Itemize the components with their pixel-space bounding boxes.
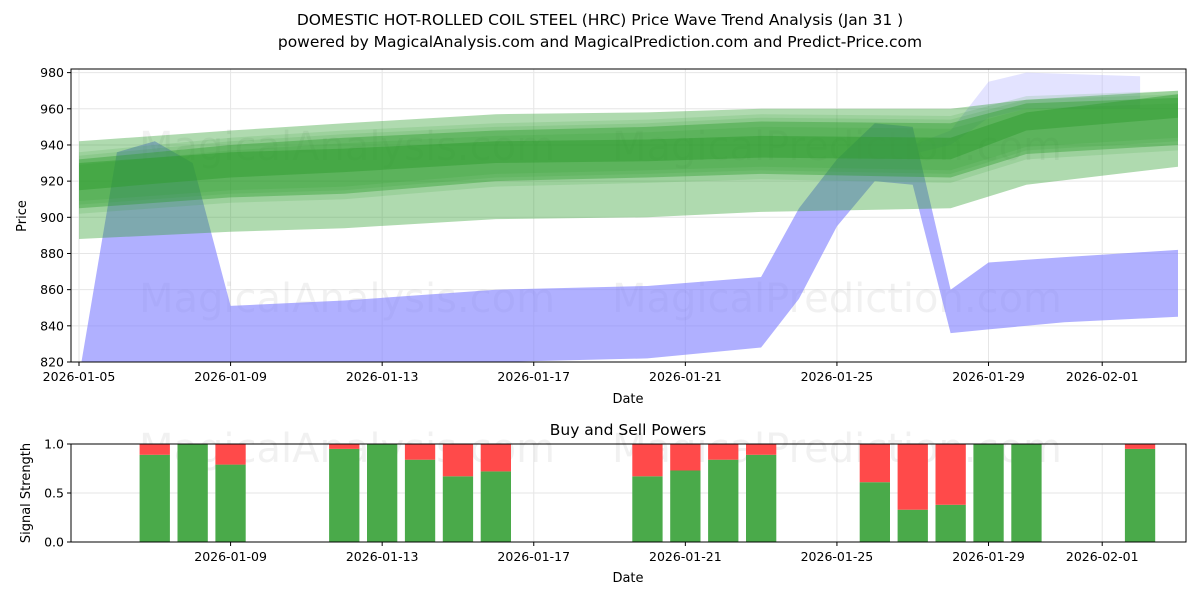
- sell-bar: [442, 444, 474, 477]
- signal-y-label: Signal Strength: [19, 443, 34, 543]
- y-tick-label: 940: [40, 137, 64, 152]
- sell-bar: [746, 444, 777, 455]
- sell-bar: [215, 444, 246, 465]
- buy-bar: [632, 476, 663, 542]
- trend-band-outer: [79, 90, 1178, 239]
- x-tick-label: 2026-01-17: [497, 549, 570, 564]
- buy-bar: [935, 504, 966, 542]
- watermark-analysis: MagicalAnalysis.com: [139, 124, 555, 170]
- x-tick-label: 2026-02-01: [1066, 549, 1139, 564]
- price-y-axis: 820 840 860 880 900 920 940 960 980: [40, 65, 71, 370]
- x-tick-label: 2026-01-13: [346, 369, 419, 384]
- buy-bar: [442, 476, 474, 542]
- x-tick-label: 2026-01-13: [346, 549, 419, 564]
- sell-bar: [632, 444, 663, 477]
- x-tick-label: 2026-01-09: [194, 369, 267, 384]
- trend-band-inner: [79, 94, 1178, 191]
- x-tick-label: 2026-01-29: [952, 369, 1025, 384]
- x-tick-label: 2026-02-01: [1066, 369, 1139, 384]
- sell-bar: [329, 444, 360, 449]
- sell-bar: [897, 444, 928, 510]
- signal-y-axis: 0.0 0.5 1.0: [44, 437, 71, 550]
- trend-band-middle: [79, 97, 1178, 209]
- sell-bar: [1124, 444, 1156, 449]
- chart-title: DOMESTIC HOT-ROLLED COIL STEEL (HRC) Pri…: [297, 11, 903, 29]
- y-tick-label: 880: [40, 246, 64, 261]
- y-tick-label: 0.0: [44, 535, 64, 550]
- y-tick-label: 900: [40, 210, 64, 225]
- buy-bar: [367, 444, 398, 542]
- y-tick-label: 840: [40, 318, 64, 333]
- buy-bar: [177, 444, 208, 542]
- buy-bar: [746, 454, 777, 542]
- sell-bar: [708, 444, 739, 460]
- price-series: [79, 72, 1178, 362]
- buy-bar: [215, 464, 246, 542]
- sell-bar: [859, 444, 890, 483]
- sell-bar: [935, 444, 966, 505]
- x-tick-label: 2026-01-25: [801, 369, 874, 384]
- price-y-label: Price: [15, 200, 30, 232]
- price-x-label: Date: [612, 392, 643, 407]
- y-tick-label: 1.0: [44, 437, 64, 452]
- x-tick-label: 2026-01-25: [801, 549, 874, 564]
- y-tick-label: 920: [40, 174, 64, 189]
- buy-bar: [329, 448, 360, 542]
- signal-bars: [139, 444, 1156, 542]
- sell-bar: [480, 444, 511, 472]
- price-axes-frame: [70, 68, 1187, 363]
- sell-bar: [139, 444, 170, 455]
- signal-title: Buy and Sell Powers: [550, 421, 707, 439]
- price-x-axis: 2026-01-05 2026-01-09 2026-01-13 2026-01-17…: [43, 362, 1139, 384]
- buy-bar: [480, 471, 511, 542]
- trend-band-layer: [79, 90, 1178, 201]
- y-tick-label: 820: [40, 355, 64, 370]
- y-tick-label: 0.5: [44, 486, 64, 501]
- buy-bar: [708, 459, 739, 542]
- price-wave-band: [81, 123, 1178, 362]
- buy-bar: [897, 509, 928, 542]
- y-tick-label: 960: [40, 101, 64, 116]
- sell-bar: [670, 444, 701, 471]
- signal-x-axis: 2026-01-09 2026-01-13 2026-01-17 2026-01-21…: [194, 542, 1139, 564]
- signal-panel: Buy and Sell Powers MagicalAnalysis.com …: [19, 421, 1187, 586]
- x-tick-label: 2026-01-21: [649, 549, 722, 564]
- signal-x-label: Date: [612, 571, 643, 586]
- price-panel: MagicalAnalysis.com MagicalPrediction.co…: [15, 65, 1187, 407]
- x-tick-label: 2026-01-21: [649, 369, 722, 384]
- buy-bar: [859, 482, 890, 542]
- buy-bar: [973, 444, 1004, 542]
- buy-bar: [670, 470, 701, 542]
- projection-band: [912, 72, 1141, 154]
- buy-bar: [404, 459, 436, 542]
- trend-band-layer: [79, 94, 1178, 214]
- buy-bar: [139, 454, 170, 542]
- buy-bar: [1124, 448, 1156, 542]
- x-tick-label: 2026-01-17: [497, 369, 570, 384]
- y-tick-label: 860: [40, 282, 64, 297]
- y-tick-label: 980: [40, 65, 64, 80]
- x-tick-label: 2026-01-29: [952, 549, 1025, 564]
- x-tick-label: 2026-01-09: [194, 549, 267, 564]
- chart-subtitle: powered by MagicalAnalysis.com and Magic…: [278, 33, 922, 51]
- sell-bar: [404, 444, 436, 460]
- trend-band-layer: [79, 103, 1178, 205]
- x-tick-label: 2026-01-05: [43, 369, 116, 384]
- buy-bar: [1011, 444, 1042, 542]
